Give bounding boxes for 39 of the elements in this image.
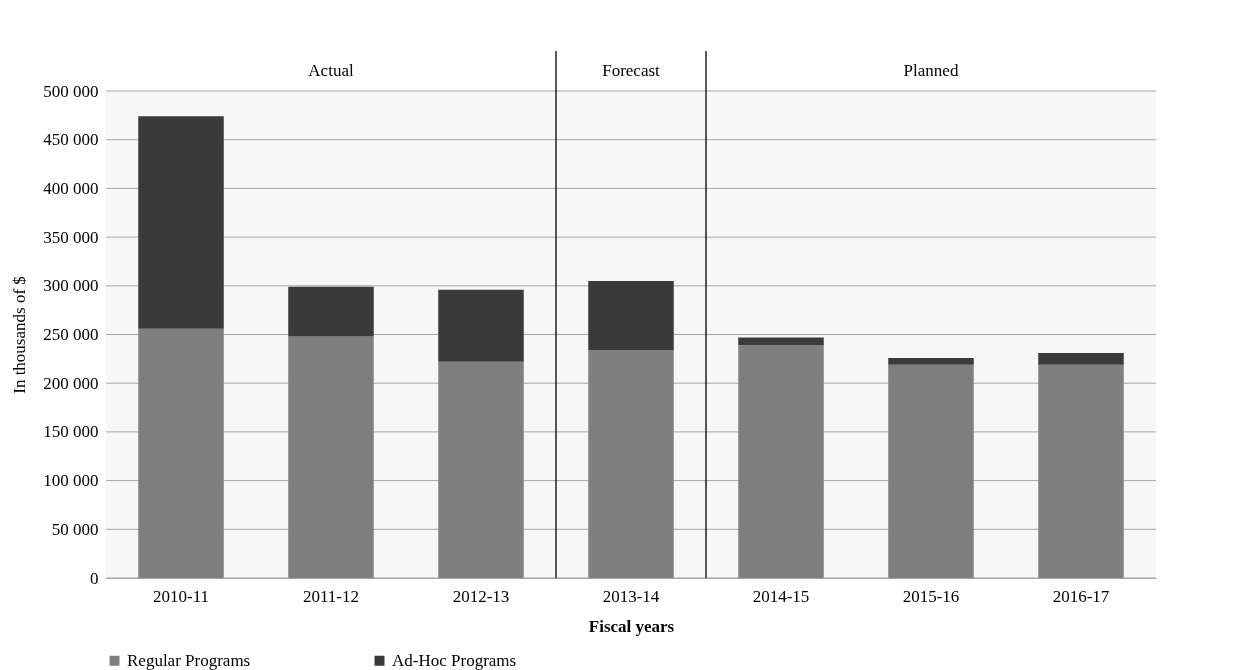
bar <box>138 328 224 578</box>
y-tick-label: 400 000 <box>43 178 99 198</box>
legend-label: Regular Programs <box>127 650 251 670</box>
band-label: Planned <box>903 61 959 80</box>
bar <box>588 280 674 351</box>
x-axis-title: Fiscal years <box>588 616 675 636</box>
x-tick-label: 2016-17 <box>1052 586 1110 606</box>
x-tick-label: 2013-14 <box>602 586 660 606</box>
legend-label: Ad-Hoc Programs <box>392 650 517 670</box>
bar <box>888 364 974 578</box>
bar <box>288 336 374 578</box>
y-tick-label: 250 000 <box>43 325 99 344</box>
bar <box>738 345 824 578</box>
band-label: Forecast <box>602 61 661 80</box>
x-tick-label: 2010-11 <box>152 586 210 606</box>
y-tick-label: 50 000 <box>51 519 99 539</box>
bar <box>738 337 824 346</box>
band-label: Actual <box>308 61 354 80</box>
bar <box>438 361 524 578</box>
x-tick-label: 2012-13 <box>452 586 510 606</box>
y-tick-label: 350 000 <box>43 227 99 247</box>
y-tick-label: 300 000 <box>43 276 99 296</box>
bar <box>288 286 374 337</box>
y-tick-label: 0 <box>90 568 99 588</box>
bar <box>438 289 524 362</box>
y-axis-title: In thousands of $ <box>10 276 30 394</box>
bar <box>1038 364 1124 578</box>
y-tick-label: 500 000 <box>43 81 99 101</box>
y-tick-label: 150 000 <box>43 422 99 442</box>
y-tick-label: 100 000 <box>43 471 99 491</box>
bar <box>588 350 674 578</box>
y-tick-label: 450 000 <box>43 130 99 150</box>
bar <box>888 357 974 365</box>
y-tick-label: 200 000 <box>43 373 99 393</box>
x-tick-label: 2014-15 <box>752 586 810 606</box>
bar <box>1038 353 1124 365</box>
x-tick-label: 2015-16 <box>902 586 960 606</box>
bar <box>138 116 224 329</box>
x-tick-label: 2011-12 <box>302 586 360 606</box>
